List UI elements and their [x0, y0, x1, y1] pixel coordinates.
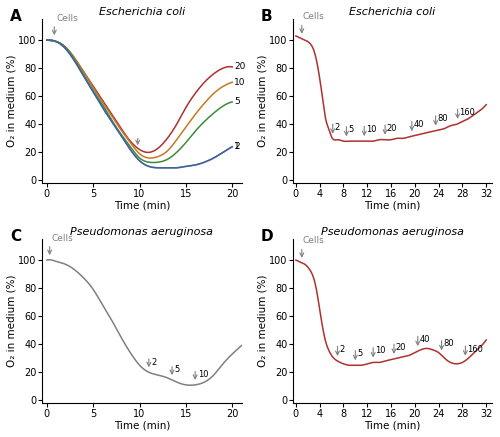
- X-axis label: Time (min): Time (min): [364, 200, 420, 210]
- Title: Pseudomonas aeruginosa: Pseudomonas aeruginosa: [321, 227, 464, 237]
- Text: 80: 80: [444, 339, 454, 348]
- Y-axis label: O₂ in medium (%): O₂ in medium (%): [258, 55, 268, 147]
- Text: 2: 2: [152, 357, 157, 367]
- Text: Cells: Cells: [303, 12, 324, 21]
- Text: B: B: [261, 9, 272, 24]
- Text: 2: 2: [234, 142, 239, 151]
- Text: 10: 10: [366, 125, 376, 134]
- Text: C: C: [10, 229, 22, 244]
- Text: 40: 40: [414, 120, 424, 129]
- Text: 80: 80: [438, 114, 448, 123]
- Text: 10: 10: [234, 78, 245, 87]
- Title: Escherichia coli: Escherichia coli: [350, 7, 436, 17]
- Text: 5: 5: [175, 365, 180, 375]
- Text: 5: 5: [234, 97, 240, 106]
- Text: 40: 40: [420, 335, 430, 344]
- Text: 20: 20: [396, 343, 406, 352]
- Text: 10: 10: [198, 370, 208, 379]
- Text: 160: 160: [467, 345, 483, 354]
- Text: 1: 1: [234, 142, 240, 151]
- Text: 20: 20: [234, 62, 245, 71]
- Text: 5: 5: [348, 125, 354, 134]
- Text: 2: 2: [340, 345, 344, 354]
- Y-axis label: O₂ in medium (%): O₂ in medium (%): [7, 275, 17, 368]
- Y-axis label: O₂ in medium (%): O₂ in medium (%): [7, 55, 17, 147]
- X-axis label: Time (min): Time (min): [114, 200, 170, 210]
- Text: D: D: [261, 229, 274, 244]
- Title: Escherichia coli: Escherichia coli: [99, 7, 185, 17]
- Text: 5: 5: [357, 349, 362, 358]
- Title: Pseudomonas aeruginosa: Pseudomonas aeruginosa: [70, 227, 214, 237]
- Text: 160: 160: [460, 108, 475, 117]
- Text: Cells: Cells: [303, 236, 324, 245]
- Text: Cells: Cells: [52, 233, 74, 243]
- Text: 2: 2: [334, 123, 340, 132]
- Text: A: A: [10, 9, 22, 24]
- Text: 20: 20: [387, 124, 398, 132]
- Text: Cells: Cells: [56, 14, 78, 23]
- X-axis label: Time (min): Time (min): [364, 420, 420, 430]
- Y-axis label: O₂ in medium (%): O₂ in medium (%): [258, 275, 268, 368]
- X-axis label: Time (min): Time (min): [114, 420, 170, 430]
- Text: 10: 10: [375, 346, 386, 355]
